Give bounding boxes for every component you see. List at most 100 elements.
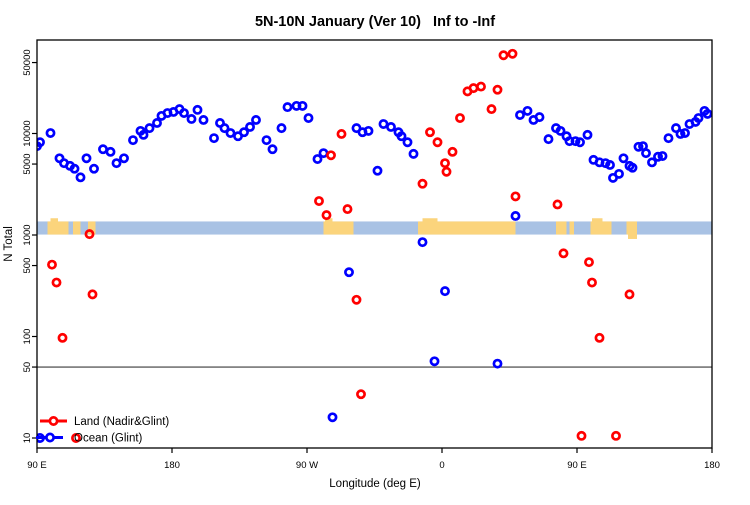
- ocean-data-point: [633, 141, 644, 152]
- ocean-data-point: [440, 286, 450, 297]
- ocean-data-point: [693, 113, 704, 123]
- ocean-data-point: [186, 114, 197, 124]
- band-land-segment: [88, 221, 96, 235]
- ocean-data-point: [657, 151, 668, 161]
- ocean-data-point: [522, 105, 533, 116]
- ocean-data-point: [344, 267, 354, 278]
- ocean-data-point: [267, 144, 278, 155]
- land-data-point: [47, 259, 57, 270]
- ocean-data-point: [386, 122, 396, 132]
- ocean-data-point: [111, 158, 122, 169]
- plot-border: [36, 39, 713, 449]
- ocean-data-point: [492, 358, 503, 369]
- ocean-data-point: [378, 119, 389, 129]
- x-axis-ticks: 90 E 180 90 W 0 90 E 180: [27, 448, 720, 471]
- land-data-point: [71, 433, 81, 443]
- band-land-segment: [73, 221, 81, 235]
- ocean-data-point: [98, 144, 108, 155]
- ocean-data-point: [45, 128, 56, 139]
- ocean-data-point: [152, 118, 162, 128]
- ocean-data-point: [327, 412, 338, 423]
- ocean-data-point: [69, 163, 80, 174]
- land-data-point: [455, 113, 465, 123]
- ocean-data-point: [417, 237, 428, 248]
- y-tick-label: 1000: [22, 224, 33, 245]
- x-tick-label: 180: [704, 460, 720, 471]
- x-axis-label: Longitude (deg E): [329, 478, 421, 490]
- land-data-point: [587, 277, 597, 288]
- ocean-data-point: [618, 153, 629, 164]
- land-data-point: [558, 248, 569, 259]
- legend-land-label: Land (Nadir&Glint): [74, 416, 169, 428]
- band-land-bump: [422, 218, 438, 222]
- y-axis-ticks: 50000 10000 5000 1000 500 100 50 10: [22, 49, 37, 443]
- band-land-segment: [590, 221, 612, 235]
- land-data-point: [441, 166, 452, 177]
- ocean-data-point: [372, 165, 383, 176]
- land-data-point: [510, 191, 521, 202]
- ocean-data-point: [570, 136, 581, 147]
- ocean-data-point: [75, 172, 86, 183]
- ocean-data-point: [303, 113, 314, 123]
- land-data-point: [507, 48, 518, 59]
- band-land-segment: [569, 221, 574, 235]
- land-data-point: [342, 204, 353, 215]
- ocean-data-point: [209, 133, 219, 144]
- ocean-data-point: [239, 127, 249, 138]
- land-data-point: [552, 199, 563, 210]
- ocean-data-point: [312, 154, 323, 165]
- ocean-data-point: [282, 102, 293, 113]
- land-data-point: [425, 127, 435, 138]
- ocean-data-point: [627, 162, 638, 173]
- ocean-data-point: [510, 211, 521, 221]
- ocean-data-point: [555, 125, 566, 136]
- y-tick-label: 50000: [22, 49, 33, 75]
- land-data-point: [432, 137, 443, 148]
- land-data-point: [576, 430, 587, 441]
- ocean-data-point: [515, 110, 525, 120]
- land-data-point: [57, 332, 68, 343]
- ocean-data-point: [671, 123, 681, 134]
- ocean-data-point: [663, 133, 674, 144]
- ocean-data-point: [582, 129, 593, 140]
- ocean-data-point: [653, 151, 663, 162]
- ocean-data-point: [297, 100, 308, 111]
- ocean-data-point: [179, 108, 189, 119]
- y-tick-label: 100: [22, 329, 33, 345]
- x-tick-label: 90 E: [567, 460, 587, 471]
- band-land-bump: [592, 218, 603, 222]
- legend-land-marker: [48, 416, 59, 426]
- land-data-point: [51, 277, 62, 288]
- y-tick-label: 500: [22, 258, 33, 274]
- land-data-point: [440, 158, 450, 169]
- ocean-data-point: [575, 137, 585, 148]
- band-land-dip: [628, 234, 637, 239]
- land-data-point: [314, 196, 324, 207]
- ocean-data-point: [198, 114, 209, 125]
- x-tick-label: 0: [439, 460, 444, 471]
- land-data-point: [321, 210, 332, 221]
- land-data-point: [356, 389, 366, 400]
- ocean-data-point: [402, 137, 413, 148]
- land-data-point: [468, 83, 479, 94]
- band-land-segment: [323, 221, 354, 235]
- land-data-point: [336, 128, 347, 139]
- ocean-data-point: [81, 153, 92, 164]
- ocean-data-point: [225, 128, 236, 139]
- ocean-data-point: [261, 135, 272, 146]
- ocean-data-point: [675, 128, 686, 139]
- land-data-point: [611, 430, 621, 441]
- y-axis-label: N Total: [3, 226, 15, 262]
- latitude-band-map: [37, 218, 712, 239]
- land-data-point: [351, 294, 362, 305]
- ocean-data-point: [408, 148, 419, 159]
- y-tick-label: 5000: [22, 153, 33, 174]
- land-data-point: [594, 332, 605, 343]
- legend-item-land: Land (Nadir&Glint): [40, 416, 169, 428]
- ocean-data-point: [144, 123, 155, 134]
- land-data-point: [326, 150, 336, 161]
- ocean-data-point: [605, 159, 615, 170]
- ocean-data-point: [37, 137, 45, 148]
